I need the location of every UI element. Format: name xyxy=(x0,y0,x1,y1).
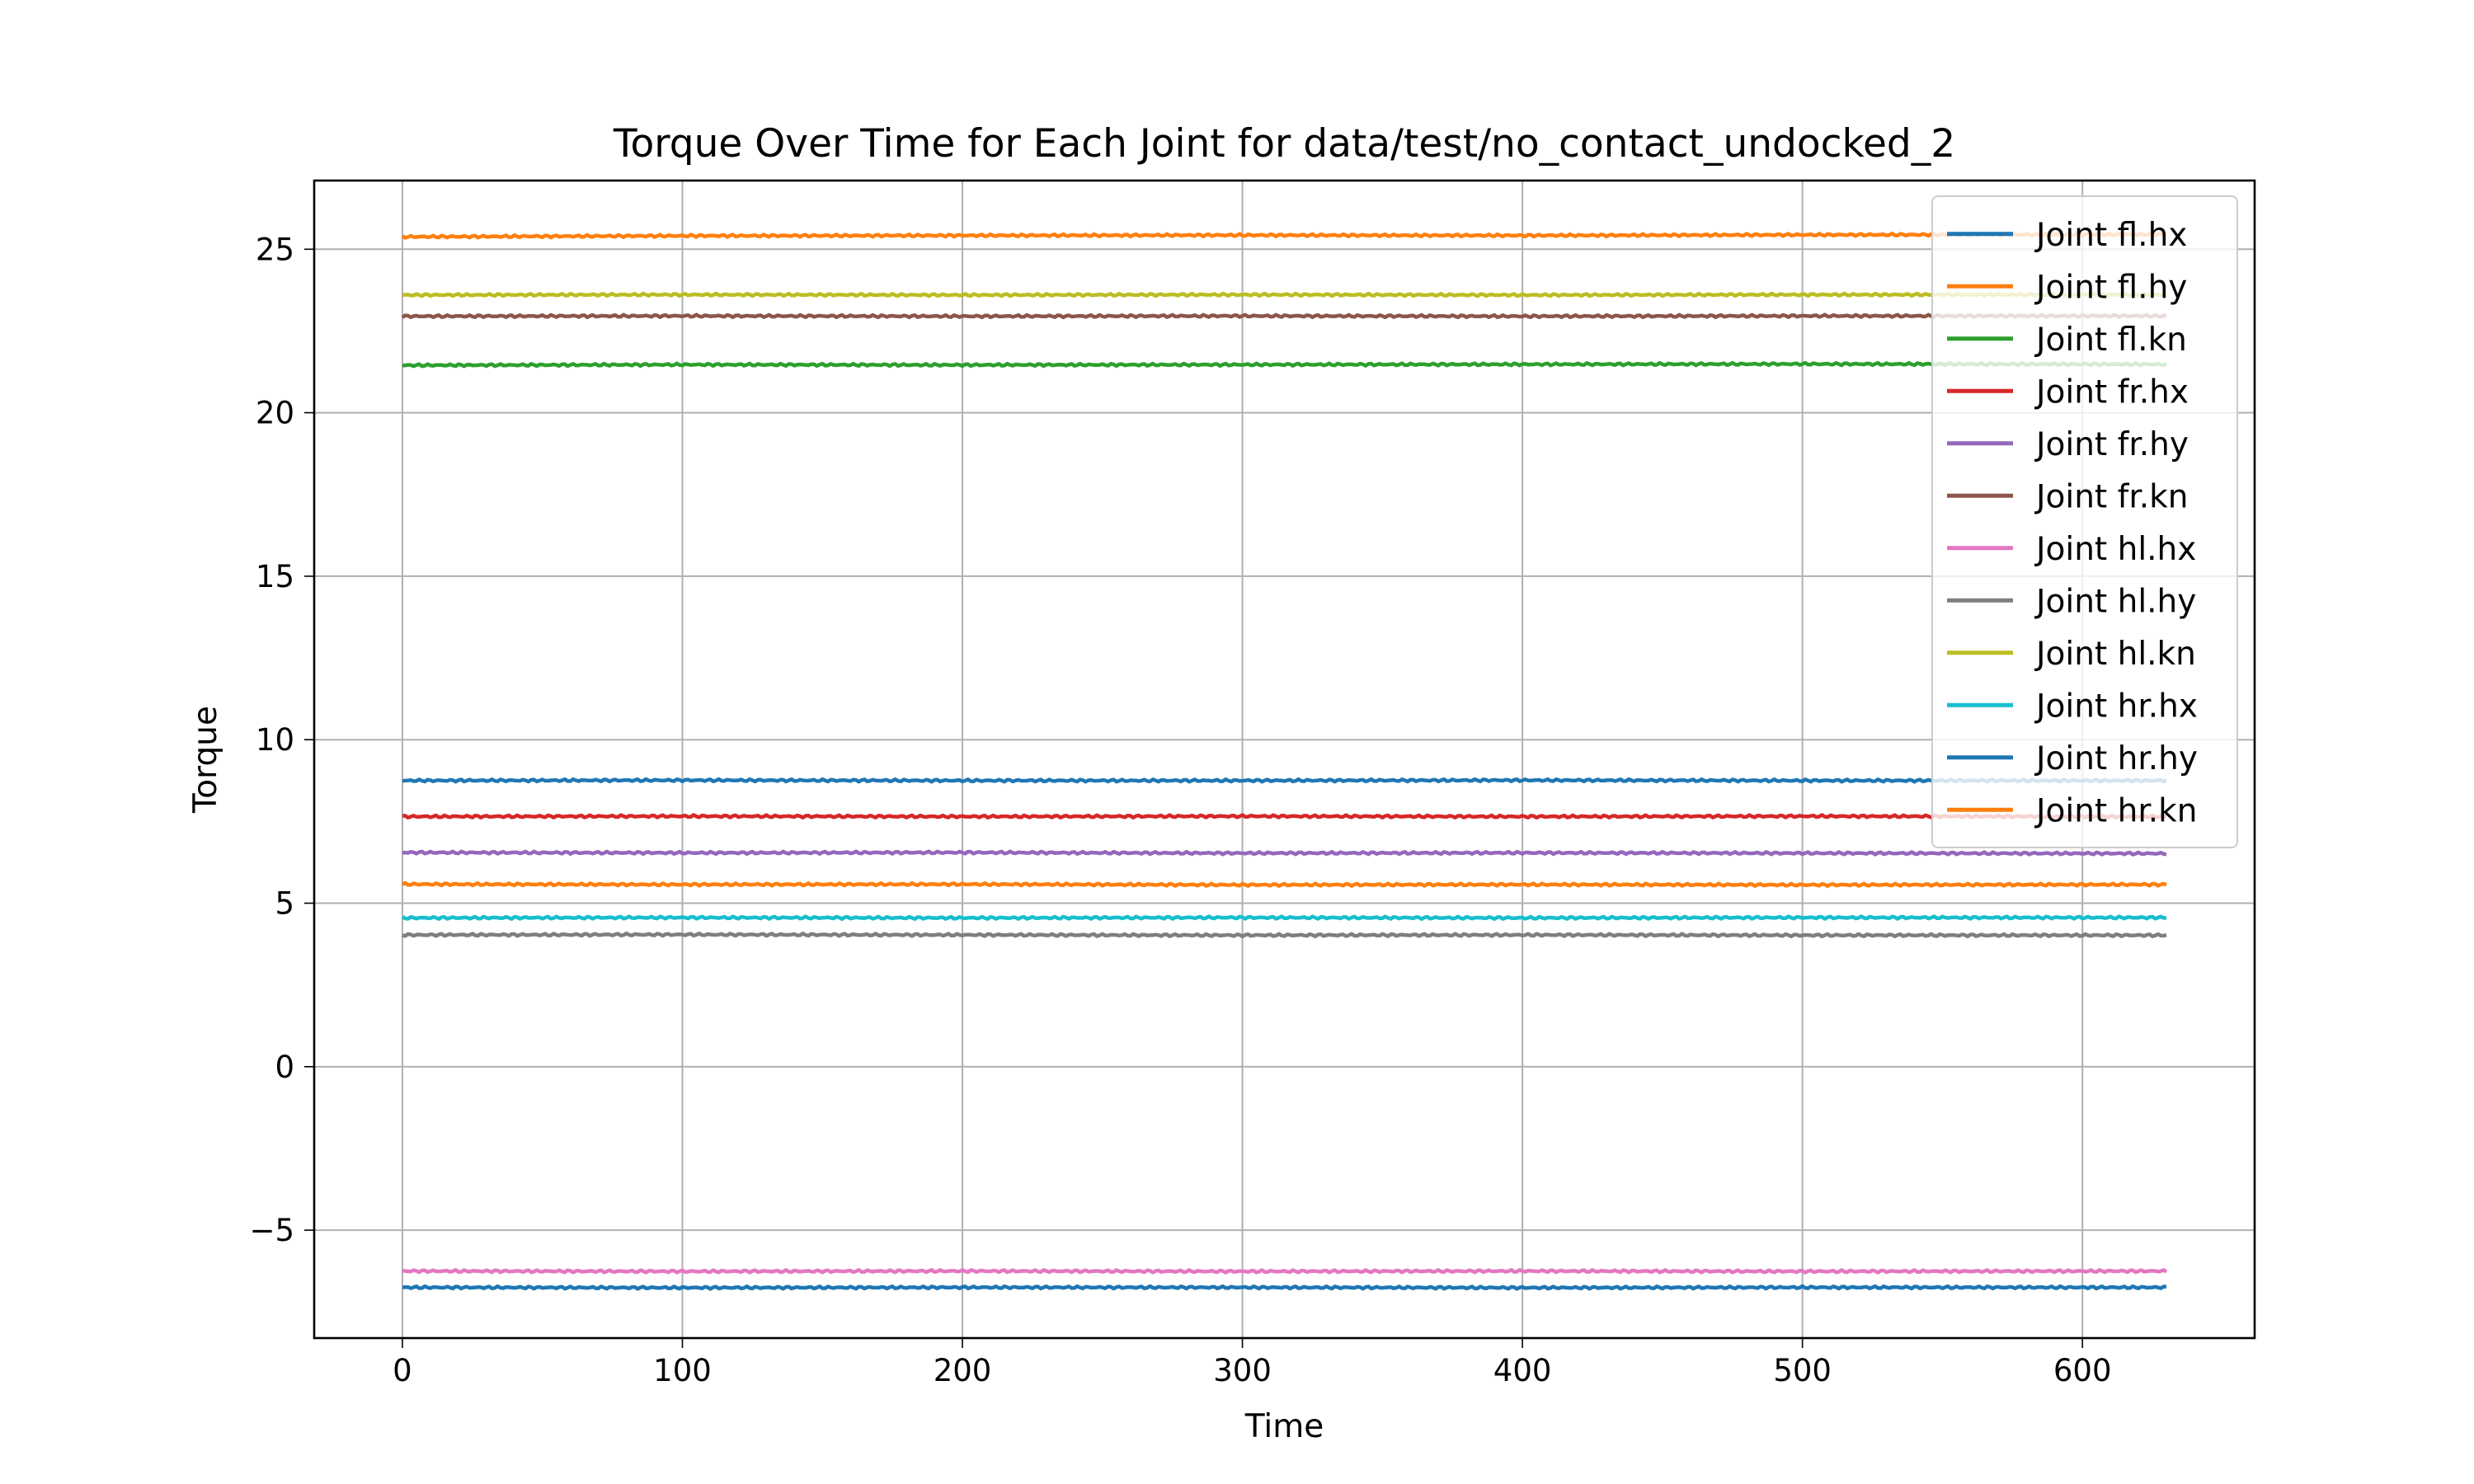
series-line xyxy=(402,813,2167,820)
x-axis-label: Time xyxy=(1244,1408,1324,1445)
y-tick-label: 25 xyxy=(256,232,294,267)
series-line xyxy=(402,1268,2168,1275)
y-tick-label: 0 xyxy=(275,1050,294,1085)
y-tick-label: 10 xyxy=(256,722,294,758)
legend-entry-label: Joint fl.kn xyxy=(2034,322,2187,359)
series-line xyxy=(401,231,2167,240)
plot-frame xyxy=(313,179,2256,1340)
series-line xyxy=(402,360,2168,369)
x-tick-label: 100 xyxy=(653,1353,712,1388)
y-axis-ticks: −5 0 5 10 15 20 25 xyxy=(249,232,314,1248)
legend-entry-label: Joint fl.hy xyxy=(2034,269,2187,306)
legend-box xyxy=(1931,195,2238,848)
series-line xyxy=(402,291,2167,298)
series-line xyxy=(401,312,2167,320)
legend-entry-label: Joint fl.hx xyxy=(2034,217,2187,254)
legend-entry-label: Joint hr.hx xyxy=(2034,688,2198,725)
series-lines xyxy=(401,231,2168,1291)
x-axis-ticks: 0 100 200 300 400 500 600 xyxy=(393,1338,2111,1388)
x-tick-label: 300 xyxy=(1213,1353,1272,1388)
series-line xyxy=(402,777,2167,784)
chart-title: Torque Over Time for Each Joint for data… xyxy=(613,121,1955,167)
y-tick-label: 5 xyxy=(275,886,294,922)
series-line xyxy=(402,849,2167,857)
y-tick-label: −5 xyxy=(249,1213,294,1248)
y-axis-label: Torque xyxy=(187,706,224,814)
y-tick-label: 20 xyxy=(256,396,294,431)
legend-entry-label: Joint hr.kn xyxy=(2034,792,2197,829)
grid xyxy=(314,181,2255,1338)
series-line xyxy=(402,931,2167,939)
series-line xyxy=(401,881,2167,889)
legend-entry-label: Joint hl.hy xyxy=(2034,583,2196,620)
legend-entry-label: Joint hr.hy xyxy=(2034,740,2198,777)
x-tick-label: 500 xyxy=(1773,1353,1832,1388)
legend: Joint fl.hx Joint fl.hy Joint fl.kn Joint f… xyxy=(1931,195,2238,848)
x-tick-label: 400 xyxy=(1493,1353,1552,1388)
legend-entry-label: Joint fr.hy xyxy=(2034,426,2189,463)
y-tick-label: 15 xyxy=(256,559,294,594)
series-line xyxy=(401,914,2167,921)
x-tick-label: 0 xyxy=(393,1353,412,1388)
series-line xyxy=(402,1284,2167,1291)
x-tick-label: 200 xyxy=(934,1353,992,1388)
legend-entry-label: Joint hl.hx xyxy=(2034,531,2196,568)
legend-entry-label: Joint hl.kn xyxy=(2034,636,2196,673)
legend-entry-label: Joint fr.kn xyxy=(2034,478,2189,515)
legend-entry-label: Joint fr.hx xyxy=(2034,373,2189,411)
x-tick-label: 600 xyxy=(2053,1353,2112,1388)
